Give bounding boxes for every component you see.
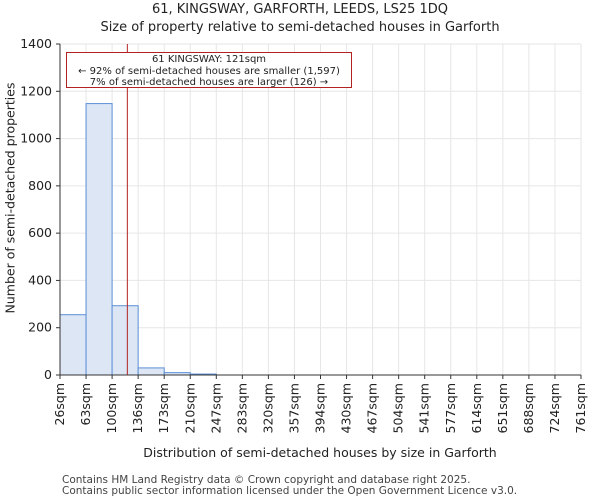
x-axis-label: Distribution of semi-detached houses by … <box>143 445 497 460</box>
bar <box>59 314 87 376</box>
x-tick-label: 26sqm <box>52 383 67 426</box>
annotation-box: 61 KINGSWAY: 121sqm ← 92% of semi-detach… <box>66 52 352 88</box>
x-tick-label: 504sqm <box>391 383 406 433</box>
bar <box>111 305 139 376</box>
x-tick-label: 320sqm <box>260 383 275 433</box>
x-tick-label: 63sqm <box>78 383 93 426</box>
x-tick-label: 541sqm <box>417 383 432 433</box>
x-tick-label: 283sqm <box>234 383 249 433</box>
y-tick-label: 1200 <box>20 83 52 98</box>
y-tick-label: 1000 <box>20 131 52 146</box>
x-tick-label: 100sqm <box>104 383 119 433</box>
bar <box>137 367 165 376</box>
y-tick-label: 0 <box>44 367 52 382</box>
x-tick-label: 357sqm <box>286 383 301 433</box>
x-tick-label: 761sqm <box>573 383 588 433</box>
x-tick-label: 467sqm <box>365 383 380 433</box>
annotation-line-3: 7% of semi-detached houses are larger (1… <box>89 77 329 88</box>
annotation-line-2: ← 92% of semi-detached houses are smalle… <box>78 65 340 77</box>
chart-subtitle: Size of property relative to semi-detach… <box>100 20 500 35</box>
bar <box>85 103 113 376</box>
x-tick-label: 614sqm <box>469 383 484 433</box>
x-tick-label: 173sqm <box>156 383 171 433</box>
chart-title: 61, KINGSWAY, GARFORTH, LEEDS, LS25 1DQ <box>151 2 449 17</box>
y-axis-label: Number of semi-detached properties <box>2 82 18 314</box>
x-tick-label: 688sqm <box>521 383 536 433</box>
footer-line-2: Contains public sector information licen… <box>62 485 518 497</box>
x-tick-label: 394sqm <box>313 383 328 433</box>
annotation-line-1: 61 KINGSWAY: 121sqm <box>151 54 267 65</box>
x-tick-label: 724sqm <box>547 383 562 433</box>
y-tick-label: 400 <box>28 272 52 287</box>
x-tick-label: 577sqm <box>443 383 458 433</box>
x-tick-label: 247sqm <box>208 383 223 433</box>
x-tick-label: 430sqm <box>339 383 354 433</box>
y-tick-label: 600 <box>28 225 52 240</box>
footer-line-1: Contains HM Land Registry data © Crown c… <box>62 474 471 486</box>
y-tick-label: 1400 <box>20 36 52 51</box>
x-tick-label: 651sqm <box>495 383 510 433</box>
x-tick-label: 136sqm <box>130 383 145 433</box>
y-tick-label: 200 <box>28 320 52 335</box>
x-tick-label: 210sqm <box>182 383 197 433</box>
y-tick-label: 800 <box>28 178 52 193</box>
